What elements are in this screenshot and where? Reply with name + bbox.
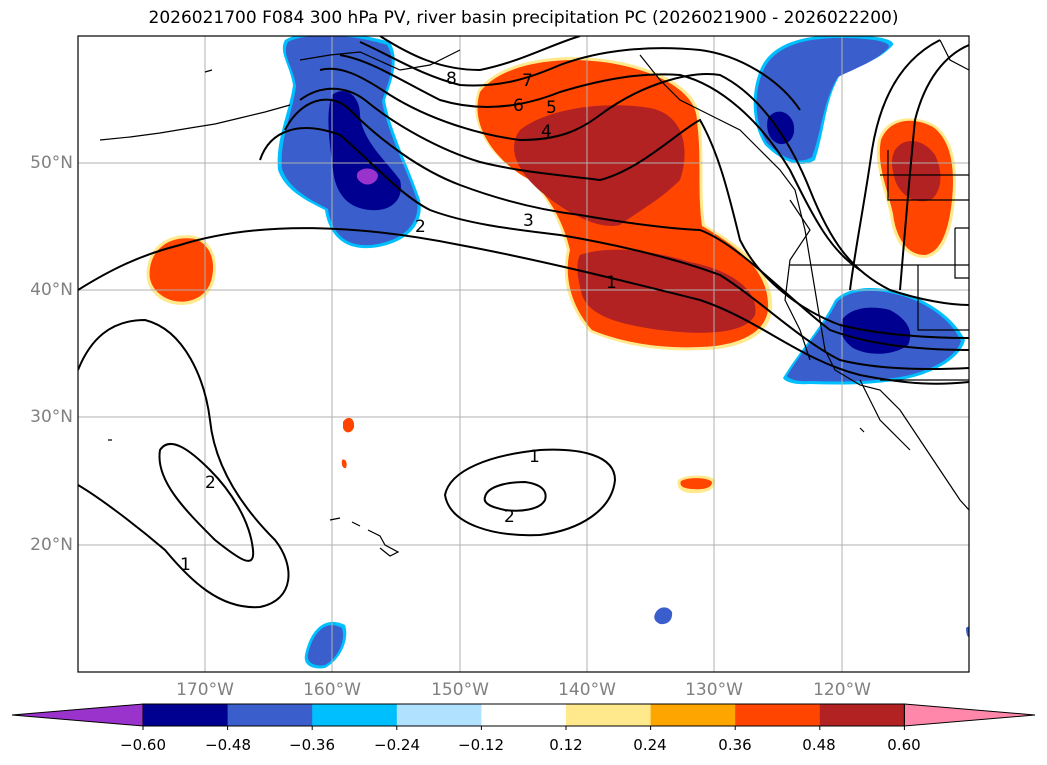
contour-label: 1: [180, 555, 191, 575]
colorbar-tick-label: −0.60: [120, 736, 166, 754]
colorbar-frame: [142, 703, 905, 727]
contour-label: 2: [415, 217, 426, 237]
colorbar-extend-max: [903, 703, 1036, 727]
contour-label: 2: [504, 507, 515, 527]
colorbar-tick-label: −0.48: [205, 736, 251, 754]
colorbar-cell: [566, 704, 652, 726]
latitude-label: 30°N: [30, 407, 73, 427]
pv-contours: [78, 36, 969, 609]
map-frame: [77, 35, 970, 673]
colorbar-cell: [396, 704, 482, 726]
colorbar-cell: [650, 704, 736, 726]
colorbar-cell: [312, 704, 398, 726]
colorbar-extend-min: [11, 703, 144, 727]
longitude-label: 140°W: [558, 680, 616, 700]
longitude-label: 120°W: [813, 680, 871, 700]
colorbar-cells: [11, 703, 1036, 730]
colorbar-tick-label: 0.36: [718, 736, 752, 754]
contour-label: 3: [523, 211, 534, 231]
contour-label: 6: [513, 96, 524, 116]
contour-label: 1: [606, 273, 617, 293]
latitude-label: 50°N: [30, 153, 73, 173]
colorbar-tick-label: −0.36: [289, 736, 335, 754]
map-title: 2026021700 F084 300 hPa PV, river basin …: [148, 8, 899, 28]
map-plot: 1 2 3 4 5 6 7 8 1 2 1 2: [77, 35, 970, 673]
longitude-label: 130°W: [685, 680, 743, 700]
pv-contour-1-north: [78, 227, 969, 385]
contour-label: 2: [205, 473, 216, 493]
contour-label: 8: [446, 69, 457, 89]
colorbar-cell: [481, 704, 567, 726]
colorbar-tick-label: 0.24: [633, 736, 667, 754]
colorbar-cell: [819, 704, 905, 726]
contour-label: 4: [541, 122, 552, 142]
contour-label: 1: [529, 447, 540, 467]
longitude-label: 150°W: [431, 680, 489, 700]
contour-label: 7: [522, 71, 533, 91]
colorbar-cell: [227, 704, 313, 726]
precip-shading: [146, 36, 969, 669]
colorbar: [11, 703, 1036, 730]
latitude-label: 20°N: [30, 535, 73, 555]
graticule: [78, 36, 969, 672]
coastlines: [99, 39, 969, 557]
longitude-label: 170°W: [176, 680, 234, 700]
longitude-label: 160°W: [303, 680, 361, 700]
colorbar-tick-label: 0.60: [887, 736, 921, 754]
colorbar-tick-label: −0.12: [458, 736, 504, 754]
contour-label-group: 1 2 3 4 5 6 7 8 1 2 1 2: [180, 69, 617, 575]
colorbar-tick-label: 0.12: [549, 736, 583, 754]
colorbar-cell: [143, 704, 229, 726]
latitude-label: 40°N: [30, 280, 73, 300]
colorbar-tick-label: 0.48: [802, 736, 836, 754]
colorbar-cell: [735, 704, 821, 726]
colorbar-tick-label: −0.24: [374, 736, 420, 754]
contour-label: 5: [546, 98, 557, 118]
